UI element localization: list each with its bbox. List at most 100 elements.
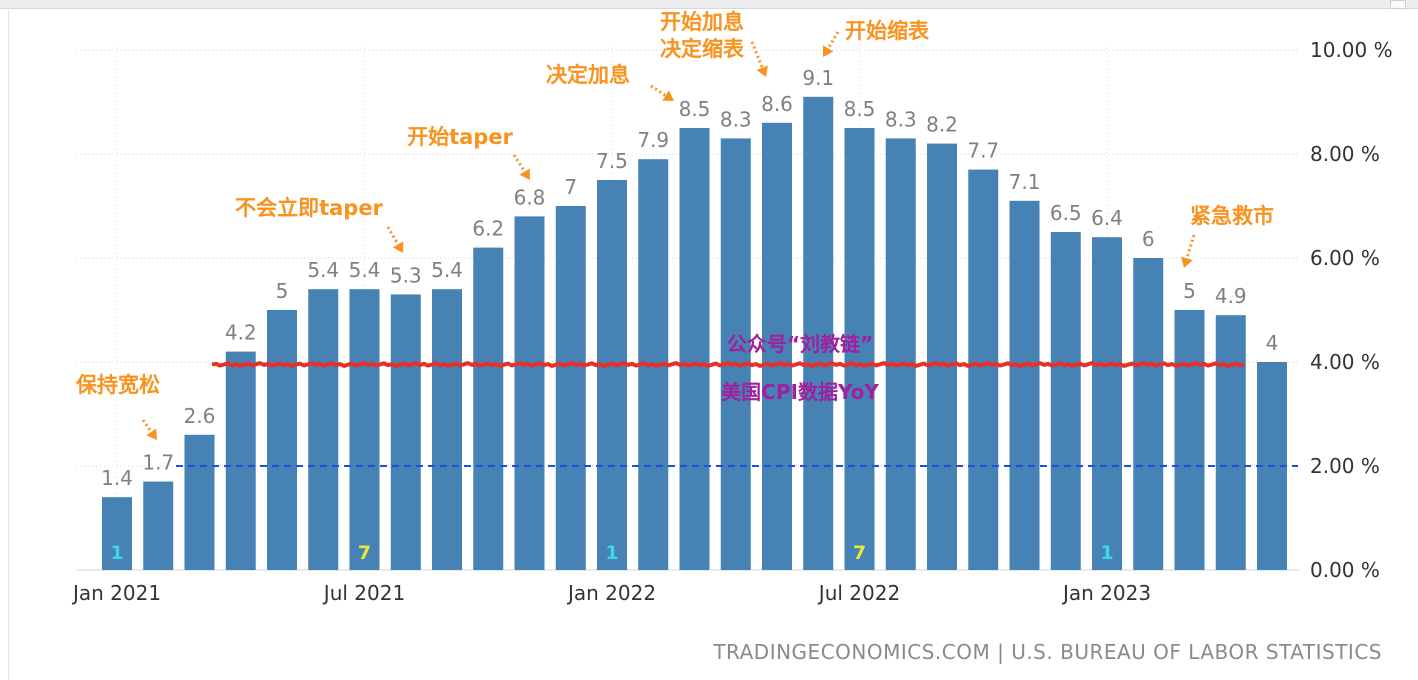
value-label: 5.4 [431, 258, 463, 282]
annotation-label: 开始加息 [660, 10, 744, 34]
value-label: 8.6 [761, 92, 793, 116]
value-label: 6 [1142, 227, 1155, 251]
annotation-label: 决定加息 [546, 63, 630, 87]
annotation-arrow-head [662, 90, 674, 101]
y-tick-label: 6.00 % [1310, 246, 1380, 270]
value-labels: 1.4 1.7 2.6 4.2 5 5.4 5.4 5.3 5.4 6.2 6.8 7 7.5 7.9 8.… [101, 66, 1278, 490]
bar [432, 289, 462, 570]
annotation-label: 决定缩表 [660, 37, 745, 61]
bar [1092, 237, 1122, 570]
bar [1009, 200, 1040, 571]
value-label: 7.1 [1009, 170, 1041, 194]
y-tick-label: 2.00 % [1310, 454, 1380, 478]
x-axis-labels: Jan 2021 Jul 2021 Jan 2022 Jul 2022 Jan 2023 [71, 581, 1151, 605]
bar [679, 128, 710, 570]
x-tick-label: Jul 2021 [322, 581, 405, 605]
bar [308, 289, 339, 570]
value-label: 8.5 [844, 97, 876, 121]
bar [267, 310, 297, 570]
value-label: 8.3 [885, 107, 917, 131]
watermark-line-1: 公众号“刘教链” [727, 332, 873, 356]
y-tick-label: 4.00 % [1310, 350, 1380, 374]
annotation-label: 不会立即taper [235, 196, 383, 220]
annotation-label: 开始taper [407, 125, 513, 149]
y-axis-labels: 0.00 % 2.00 % 4.00 % 6.00 % 8.00 % 10.00 % [1310, 38, 1393, 582]
month-marker: 1 [1100, 542, 1113, 564]
month-marker: 1 [110, 542, 123, 564]
value-label: 4.9 [1215, 284, 1247, 308]
annotation-label: 保持宽松 [75, 373, 160, 397]
top-scroll-bar [0, 0, 1418, 9]
bar [143, 481, 174, 570]
value-label: 6.2 [472, 217, 504, 241]
x-tick-label: Jan 2023 [1061, 581, 1151, 605]
annotation-arrow-shaft [650, 84, 670, 99]
x-tick-label: Jul 2022 [817, 581, 900, 605]
bar [885, 138, 916, 570]
value-label: 6.4 [1091, 206, 1123, 230]
annotation-arrow-shaft [512, 154, 529, 176]
bar [1133, 258, 1164, 570]
value-label: 7.5 [596, 149, 628, 173]
bar [597, 180, 627, 570]
source-credit[interactable]: TRADINGECONOMICS.COM | U.S. BUREAU OF LA… [713, 640, 1382, 664]
month-marker: 1 [605, 542, 618, 564]
annotation-label: 紧急救市 [1190, 204, 1274, 228]
value-label: 7.7 [967, 139, 999, 163]
value-label: 7 [564, 175, 577, 199]
bar [390, 294, 421, 570]
y-tick-label: 10.00 % [1310, 38, 1393, 62]
bar [762, 122, 792, 571]
window-control[interactable] [1390, 0, 1406, 9]
value-label: 8.2 [926, 113, 958, 137]
value-label: 8.5 [679, 97, 711, 121]
bar [514, 216, 545, 570]
annotation-arrow-shaft [824, 31, 840, 53]
bar [473, 247, 504, 570]
watermark: 公众号“刘教链” 美国CPI数据YoY [721, 332, 879, 404]
y-tick-label: 0.00 % [1310, 558, 1380, 582]
month-marker: 7 [853, 542, 866, 564]
bars [102, 96, 1287, 571]
bar [349, 289, 380, 570]
bar [720, 138, 751, 570]
annotation-label: 开始缩表 [845, 19, 930, 43]
y-tick-label: 8.00 % [1310, 142, 1380, 166]
annotation-arrow-head [519, 168, 530, 180]
annotation-arrow-head [823, 45, 834, 57]
annotation-arrow-head [146, 428, 157, 440]
bar [1174, 310, 1205, 570]
value-label: 5.4 [307, 258, 339, 282]
bar [555, 206, 586, 570]
bar [844, 128, 875, 570]
value-label: 4.2 [225, 321, 257, 345]
bar [1215, 315, 1246, 570]
value-label: 4 [1266, 331, 1279, 355]
value-label: 5.3 [390, 263, 422, 287]
value-label: 5 [1183, 279, 1196, 303]
watermark-line-2: 美国CPI数据YoY [721, 380, 879, 404]
x-tick-label: Jan 2022 [566, 581, 656, 605]
value-label: 6.5 [1050, 201, 1082, 225]
bar [927, 143, 957, 570]
bar [1050, 232, 1081, 570]
value-label: 8.3 [720, 107, 752, 131]
value-label: 6.8 [514, 185, 546, 209]
bar [225, 351, 256, 570]
bar [184, 434, 215, 570]
annotation-arrow-shaft [750, 41, 766, 72]
x-tick-label: Jan 2021 [71, 581, 161, 605]
value-label: 1.7 [142, 451, 174, 475]
bar [968, 169, 999, 570]
month-marker: 7 [358, 542, 371, 564]
bar [102, 497, 132, 570]
annotation-arrow-shaft [386, 226, 402, 249]
value-label: 5 [276, 279, 289, 303]
annotation-arrow-head [756, 65, 768, 77]
value-label: 5.4 [349, 258, 381, 282]
bar [803, 96, 834, 571]
value-label: 1.4 [101, 466, 133, 490]
value-label: 7.9 [637, 128, 669, 152]
